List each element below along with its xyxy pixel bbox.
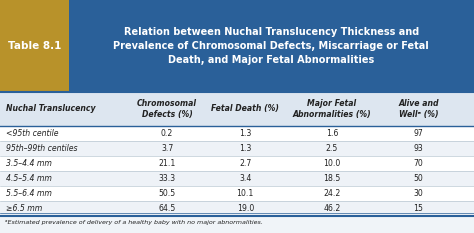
Text: 64.5: 64.5 [158, 204, 176, 212]
Text: 95th–99th centiles: 95th–99th centiles [6, 144, 77, 153]
Text: 33.3: 33.3 [158, 174, 176, 183]
Text: <95th centile: <95th centile [6, 129, 58, 138]
Text: 46.2: 46.2 [323, 204, 340, 212]
Text: Chromosomal
Defects (%): Chromosomal Defects (%) [137, 99, 197, 119]
Text: 2.5: 2.5 [326, 144, 338, 153]
Text: 3.5–4.4 mm: 3.5–4.4 mm [6, 159, 52, 168]
Bar [0, 92, 474, 233]
Text: 19.0: 19.0 [237, 204, 254, 212]
Text: 1.3: 1.3 [239, 129, 252, 138]
Text: ᵃEstimated prevalence of delivery of a healthy baby with no major abnormalities.: ᵃEstimated prevalence of delivery of a h… [5, 220, 263, 225]
Text: Table 8.1: Table 8.1 [8, 41, 61, 51]
Text: 2.7: 2.7 [239, 159, 251, 168]
Bar [0, 92, 474, 126]
Text: 24.2: 24.2 [323, 188, 340, 198]
Text: 4.5–5.4 mm: 4.5–5.4 mm [6, 174, 52, 183]
Text: 30: 30 [413, 188, 423, 198]
Text: 15: 15 [413, 204, 423, 212]
Text: 3.4: 3.4 [239, 174, 252, 183]
Text: Relation between Nuchal Translucency Thickness and
Prevalence of Chromosomal Def: Relation between Nuchal Translucency Thi… [113, 27, 429, 65]
Text: ≥6.5 mm: ≥6.5 mm [6, 204, 42, 212]
Text: 1.6: 1.6 [326, 129, 338, 138]
Text: Fetal Death (%): Fetal Death (%) [211, 104, 279, 113]
Text: 10.0: 10.0 [323, 159, 340, 168]
Bar [0, 0, 69, 92]
Bar [0, 0, 474, 92]
Text: 97: 97 [413, 129, 423, 138]
Text: 0.2: 0.2 [161, 129, 173, 138]
Bar [0, 171, 474, 186]
Text: 70: 70 [413, 159, 423, 168]
Bar [0, 141, 474, 156]
Text: Nuchal Translucency: Nuchal Translucency [6, 104, 95, 113]
Text: 50: 50 [413, 174, 423, 183]
Text: 93: 93 [413, 144, 423, 153]
Bar [0, 156, 474, 171]
Text: 50.5: 50.5 [158, 188, 176, 198]
Text: 5.5–6.4 mm: 5.5–6.4 mm [6, 188, 52, 198]
Bar [0, 201, 474, 216]
Text: Major Fetal
Abnormalities (%): Major Fetal Abnormalities (%) [292, 99, 371, 119]
Text: 1.3: 1.3 [239, 144, 252, 153]
Text: 18.5: 18.5 [323, 174, 340, 183]
Text: Alive and
Wellᵃ (%): Alive and Wellᵃ (%) [398, 99, 438, 119]
Bar [0, 186, 474, 201]
Text: 3.7: 3.7 [161, 144, 173, 153]
Text: 21.1: 21.1 [158, 159, 176, 168]
Text: 10.1: 10.1 [237, 188, 254, 198]
Bar [0, 126, 474, 141]
